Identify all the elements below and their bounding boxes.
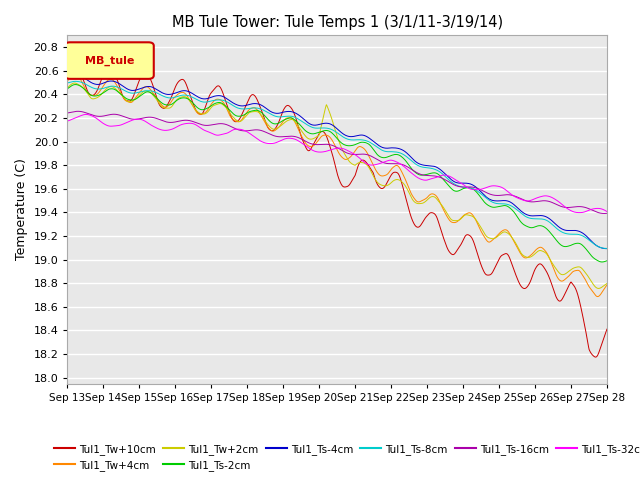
Y-axis label: Temperature (C): Temperature (C)	[15, 158, 28, 260]
Title: MB Tule Tower: Tule Temps 1 (3/1/11-3/19/14): MB Tule Tower: Tule Temps 1 (3/1/11-3/19…	[172, 15, 503, 30]
Legend: Tul1_Tw+10cm, Tul1_Tw+4cm, Tul1_Tw+2cm, Tul1_Ts-2cm, Tul1_Ts-4cm, Tul1_Ts-8cm, T: Tul1_Tw+10cm, Tul1_Tw+4cm, Tul1_Tw+2cm, …	[50, 439, 640, 475]
Text: MB_tule: MB_tule	[85, 56, 134, 66]
FancyBboxPatch shape	[65, 42, 154, 79]
